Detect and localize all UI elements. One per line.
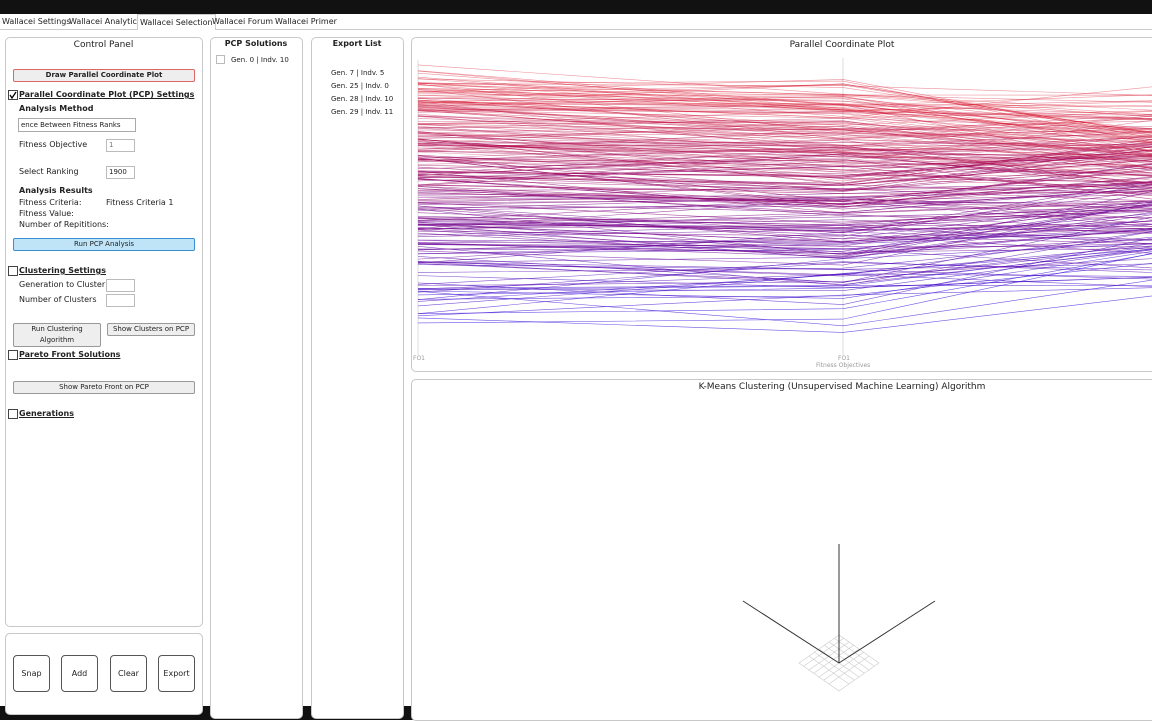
- show-clusters-button[interactable]: Show Clusters on PCP: [107, 323, 195, 336]
- export-button[interactable]: Export: [158, 655, 195, 692]
- checkbox[interactable]: [8, 350, 18, 360]
- cluster-3d-axes: [411, 379, 1152, 706]
- list-item[interactable]: Gen. 25 | Indv. 0: [331, 82, 389, 90]
- axis-line: [743, 601, 839, 663]
- section-header[interactable]: Generations: [19, 409, 74, 418]
- list-item[interactable]: Gen. 29 | Indv. 11: [331, 108, 393, 116]
- axis-label: FO1: [413, 355, 425, 362]
- section-header[interactable]: Pareto Front Solutions: [19, 350, 120, 359]
- panel-title: Export List: [311, 39, 403, 48]
- checkbox[interactable]: [8, 266, 18, 276]
- export-list-panel: [311, 37, 404, 719]
- axis-label: FO1: [838, 355, 850, 362]
- label: Number of Repititions:: [19, 220, 109, 229]
- label: Number of Clusters: [19, 295, 97, 304]
- pcp-line: [418, 254, 1152, 314]
- run-pcp-button[interactable]: Run PCP Analysis: [13, 238, 195, 251]
- input[interactable]: 1: [106, 139, 135, 152]
- add-button[interactable]: Add: [61, 655, 98, 692]
- input[interactable]: [106, 279, 135, 292]
- item-checkbox[interactable]: [216, 55, 225, 64]
- tab[interactable]: Wallacei Forum: [210, 14, 275, 29]
- panel-title: PCP Solutions: [210, 39, 302, 48]
- dropdown[interactable]: ence Between Fitness Ranks: [18, 118, 136, 132]
- label: Fitness Objective: [19, 140, 87, 149]
- tab-active[interactable]: Wallacei Selection: [137, 14, 216, 30]
- label: Fitness Criteria:: [19, 198, 82, 207]
- draw-button[interactable]: Draw Parallel Coordinate Plot: [13, 69, 195, 82]
- x-label: Fitness Objectives: [816, 362, 870, 369]
- snap-button[interactable]: Snap: [13, 655, 50, 692]
- show-pareto-button[interactable]: Show Pareto Front on PCP: [13, 381, 195, 394]
- label: Select Ranking: [19, 167, 79, 176]
- pcp-solutions-panel: [210, 37, 303, 719]
- label: Analysis Method: [19, 104, 93, 113]
- axis-line: [839, 601, 935, 663]
- panel-title: Parallel Coordinate Plot: [411, 40, 1152, 50]
- section-header[interactable]: Clustering Settings: [19, 266, 106, 275]
- section-header[interactable]: Parallel Coordinate Plot (PCP) Settings: [19, 90, 194, 99]
- label: Fitness Value:: [19, 209, 74, 218]
- checkbox[interactable]: [8, 409, 18, 419]
- list-item[interactable]: Gen. 28 | Indv. 10: [331, 95, 393, 103]
- top-bar: [0, 0, 1152, 14]
- value: Fitness Criteria 1: [106, 198, 173, 207]
- label: Generation to Cluster: [19, 280, 105, 289]
- tab[interactable]: Wallacei Analytics: [67, 14, 143, 29]
- list-item[interactable]: Gen. 7 | Indv. 5: [331, 69, 384, 77]
- run-clustering-button[interactable]: Run Clustering Algorithm: [13, 323, 101, 347]
- label: Analysis Results: [19, 186, 93, 195]
- tab[interactable]: Wallacei Primer: [273, 14, 339, 29]
- tab[interactable]: Wallacei Settings: [0, 14, 73, 29]
- checkbox-checked[interactable]: [8, 90, 18, 100]
- panel-title: Control Panel: [5, 40, 202, 50]
- list-item[interactable]: Gen. 0 | Indv. 10: [231, 56, 289, 64]
- pcp-plot: [411, 50, 1152, 370]
- clear-button[interactable]: Clear: [110, 655, 147, 692]
- input[interactable]: 1900: [106, 166, 135, 179]
- input[interactable]: [106, 294, 135, 307]
